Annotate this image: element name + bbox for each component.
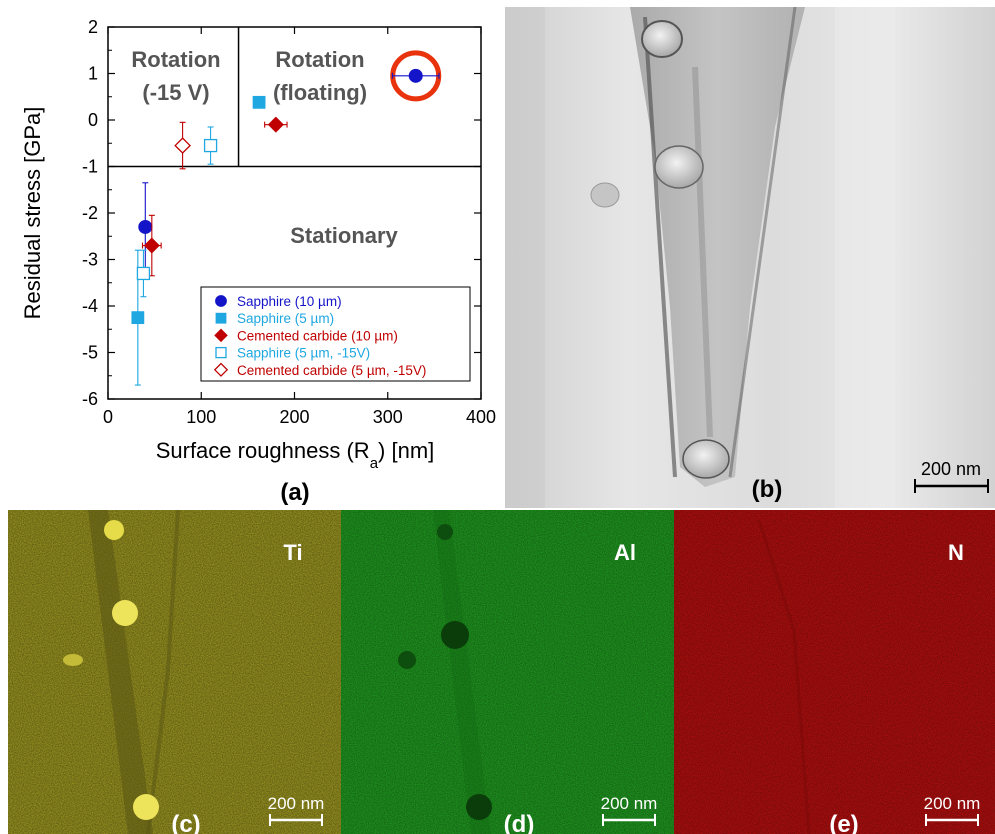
panel-b-tem-image: 200 nm (b) <box>505 7 995 508</box>
y-tick-label: 2 <box>88 17 98 37</box>
data-point <box>136 266 151 281</box>
legend-marker <box>213 362 229 377</box>
panel-label-b: (b) <box>752 476 783 503</box>
residual-stress-chart: 0 100 200 300 400 -6 -5 -4 -3 -2 -1 0 1 2 Rotation (-15… <box>20 17 496 506</box>
x-tick-label: 100 <box>186 407 216 427</box>
panel-c-ti-map: Ti 200 nm (c) <box>8 510 341 834</box>
x-axis-label: Surface roughness (Ra) [nm] <box>156 438 435 472</box>
panel-a-chart: 0 100 200 300 400 -6 -5 -4 -3 -2 -1 0 1 2 Rotation (-15… <box>0 0 505 508</box>
region-label-floating: (floating) <box>273 80 367 105</box>
y-tick-label: -1 <box>82 157 98 177</box>
data-point <box>408 68 423 83</box>
x-tick-label: 200 <box>279 407 309 427</box>
y-tick-label: -3 <box>82 250 98 270</box>
x-tick-label: 300 <box>373 407 403 427</box>
data-point <box>203 138 218 153</box>
legend-marker <box>214 328 228 343</box>
scale-bar-label-b: 200 nm <box>921 459 981 479</box>
legend-marker <box>215 312 227 324</box>
legend-label: Cemented carbide (5 µm, -15V) <box>237 363 426 378</box>
y-tick-label: 0 <box>88 110 98 130</box>
panel-label-e: (e) <box>829 811 858 834</box>
legend-label: Sapphire (10 µm) <box>237 294 342 309</box>
legend-box <box>200 286 471 382</box>
scale-bar-label-d: 200 nm <box>601 794 658 813</box>
y-axis-label: Residual stress [GPa] <box>20 107 45 320</box>
data-point <box>174 137 191 154</box>
element-label-al: Al <box>614 540 636 565</box>
panel-label-c: (c) <box>171 811 200 834</box>
y-tick-label: -4 <box>82 296 98 316</box>
x-tick-label: 0 <box>103 407 113 427</box>
element-label-ti: Ti <box>283 540 302 565</box>
y-tick-label: -6 <box>82 389 98 409</box>
legend-label: Sapphire (5 µm) <box>237 311 334 326</box>
scale-bar-label-e: 200 nm <box>924 794 981 813</box>
region-label-rotation-floating: Rotation <box>275 47 364 72</box>
y-tick-label: -5 <box>82 343 98 363</box>
legend-label: Sapphire (5 µm, -15V) <box>237 346 370 361</box>
region-label-stationary: Stationary <box>290 223 398 248</box>
panel-d-al-map: Al 200 nm (d) <box>341 510 674 834</box>
data-point <box>267 116 284 133</box>
scale-bar-label-c: 200 nm <box>268 794 325 813</box>
data-point <box>252 95 266 109</box>
data-point <box>138 219 153 234</box>
y-tick-label: 1 <box>88 64 98 84</box>
element-label-n: N <box>948 540 964 565</box>
legend-marker <box>215 346 227 359</box>
legend-label: Cemented carbide (10 µm) <box>237 328 398 343</box>
region-label-rotation-bias: Rotation <box>131 47 220 72</box>
x-tick-label: 400 <box>466 407 496 427</box>
legend-marker <box>215 295 227 307</box>
region-label-bias-value: (-15 V) <box>142 80 209 105</box>
data-point <box>131 311 145 325</box>
panel-e-n-map: N 200 nm (e) <box>674 510 995 834</box>
data-point <box>143 237 160 254</box>
panel-label-d: (d) <box>504 811 535 834</box>
y-tick-label: -2 <box>82 203 98 223</box>
panel-label-a: (a) <box>280 479 309 506</box>
